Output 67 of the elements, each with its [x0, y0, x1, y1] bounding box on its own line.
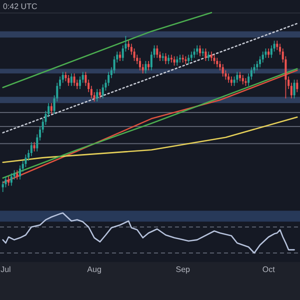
candlestick	[19, 165, 21, 180]
x-tick-label: Oct	[262, 265, 276, 274]
candlestick	[144, 60, 147, 74]
candlestick	[8, 176, 10, 186]
candlestick	[236, 71, 238, 84]
candlestick	[173, 56, 176, 66]
candlestick	[96, 88, 98, 102]
candlestick	[24, 154, 27, 168]
candlestick	[2, 180, 4, 192]
candlestick	[139, 57, 141, 71]
candlestick	[168, 54, 170, 64]
candlestick	[270, 44, 272, 58]
candlestick	[228, 73, 230, 84]
candlestick	[293, 79, 296, 99]
candlestick	[196, 44, 198, 56]
candlestick	[182, 54, 184, 63]
candlestick	[242, 74, 244, 85]
candlestick	[193, 48, 196, 58]
candlestick	[264, 48, 267, 58]
x-tick-label: Sep	[176, 265, 191, 274]
candlestick	[190, 51, 192, 62]
candlestick	[256, 60, 258, 71]
candlestick	[179, 54, 181, 63]
candlestick	[213, 54, 216, 64]
candlestick	[70, 73, 72, 86]
candlestick	[30, 142, 32, 157]
candlestick	[148, 60, 150, 71]
candlestick	[119, 51, 121, 62]
candlestick	[128, 40, 130, 50]
candlestick	[204, 48, 207, 62]
candlestick	[164, 52, 167, 64]
candlestick	[50, 102, 52, 114]
candlestick	[64, 71, 67, 82]
candlestick	[79, 76, 81, 90]
x-tick-label: Jul	[0, 265, 12, 274]
candlestick	[16, 170, 18, 180]
candlestick	[216, 57, 218, 68]
candlestick	[162, 52, 164, 62]
candlestick	[4, 176, 7, 188]
text: 0:42 UTC	[3, 2, 38, 11]
candlestick	[102, 84, 104, 99]
x-tick-label: Aug	[87, 265, 102, 274]
candlestick	[33, 142, 36, 152]
candlestick	[99, 88, 101, 99]
candlestick	[199, 44, 201, 57]
candlestick	[268, 48, 270, 58]
candlestick	[262, 51, 264, 63]
candlestick	[208, 51, 210, 62]
candlestick	[176, 56, 178, 66]
candlestick	[188, 54, 190, 64]
candlestick	[222, 64, 224, 77]
candlestick	[113, 56, 116, 74]
candlestick	[233, 76, 236, 86]
candlestick	[239, 71, 241, 82]
candlestick	[202, 48, 204, 57]
candlestick	[10, 172, 12, 186]
candlestick	[210, 51, 212, 62]
candlestick	[296, 79, 298, 93]
candlestick	[156, 44, 158, 58]
candlestick	[108, 71, 110, 86]
candlestick	[68, 74, 70, 86]
candlestick	[170, 54, 172, 63]
candlestick	[276, 40, 278, 50]
candlestick	[133, 48, 136, 62]
candlestick	[230, 76, 232, 86]
candlestick	[73, 73, 76, 86]
candlestick	[259, 56, 261, 68]
